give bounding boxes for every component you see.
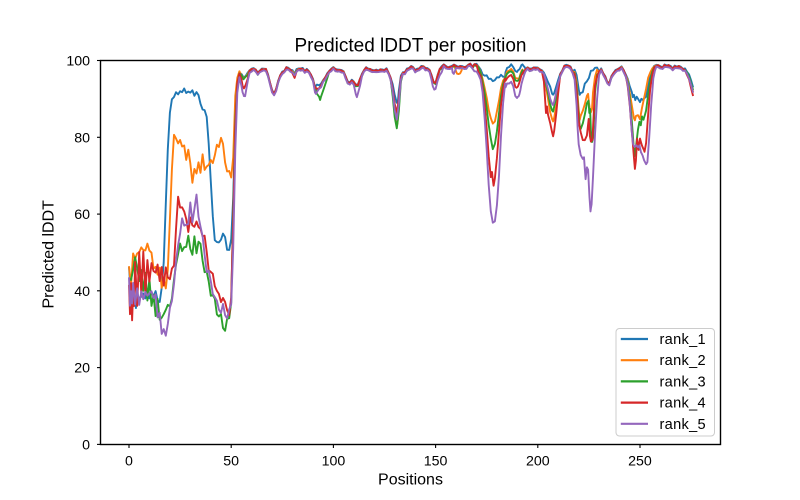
svg-text:rank_2: rank_2 bbox=[660, 353, 706, 369]
svg-text:Predicted lDDT: Predicted lDDT bbox=[41, 200, 58, 309]
svg-text:100: 100 bbox=[66, 54, 90, 70]
svg-text:100: 100 bbox=[322, 454, 346, 470]
svg-text:150: 150 bbox=[424, 454, 448, 470]
svg-text:0: 0 bbox=[82, 437, 90, 453]
svg-text:rank_5: rank_5 bbox=[660, 417, 706, 433]
svg-text:Positions: Positions bbox=[378, 472, 443, 489]
svg-text:50: 50 bbox=[223, 454, 239, 470]
svg-text:20: 20 bbox=[74, 361, 90, 377]
svg-text:80: 80 bbox=[74, 130, 90, 146]
svg-text:200: 200 bbox=[526, 454, 550, 470]
svg-text:250: 250 bbox=[628, 454, 652, 470]
svg-text:rank_4: rank_4 bbox=[660, 396, 706, 412]
svg-text:0: 0 bbox=[125, 454, 133, 470]
svg-text:40: 40 bbox=[74, 284, 90, 300]
svg-text:rank_1: rank_1 bbox=[660, 332, 706, 348]
svg-text:rank_3: rank_3 bbox=[660, 374, 706, 390]
svg-text:Predicted lDDT per position: Predicted lDDT per position bbox=[295, 36, 527, 57]
svg-text:60: 60 bbox=[74, 207, 90, 223]
